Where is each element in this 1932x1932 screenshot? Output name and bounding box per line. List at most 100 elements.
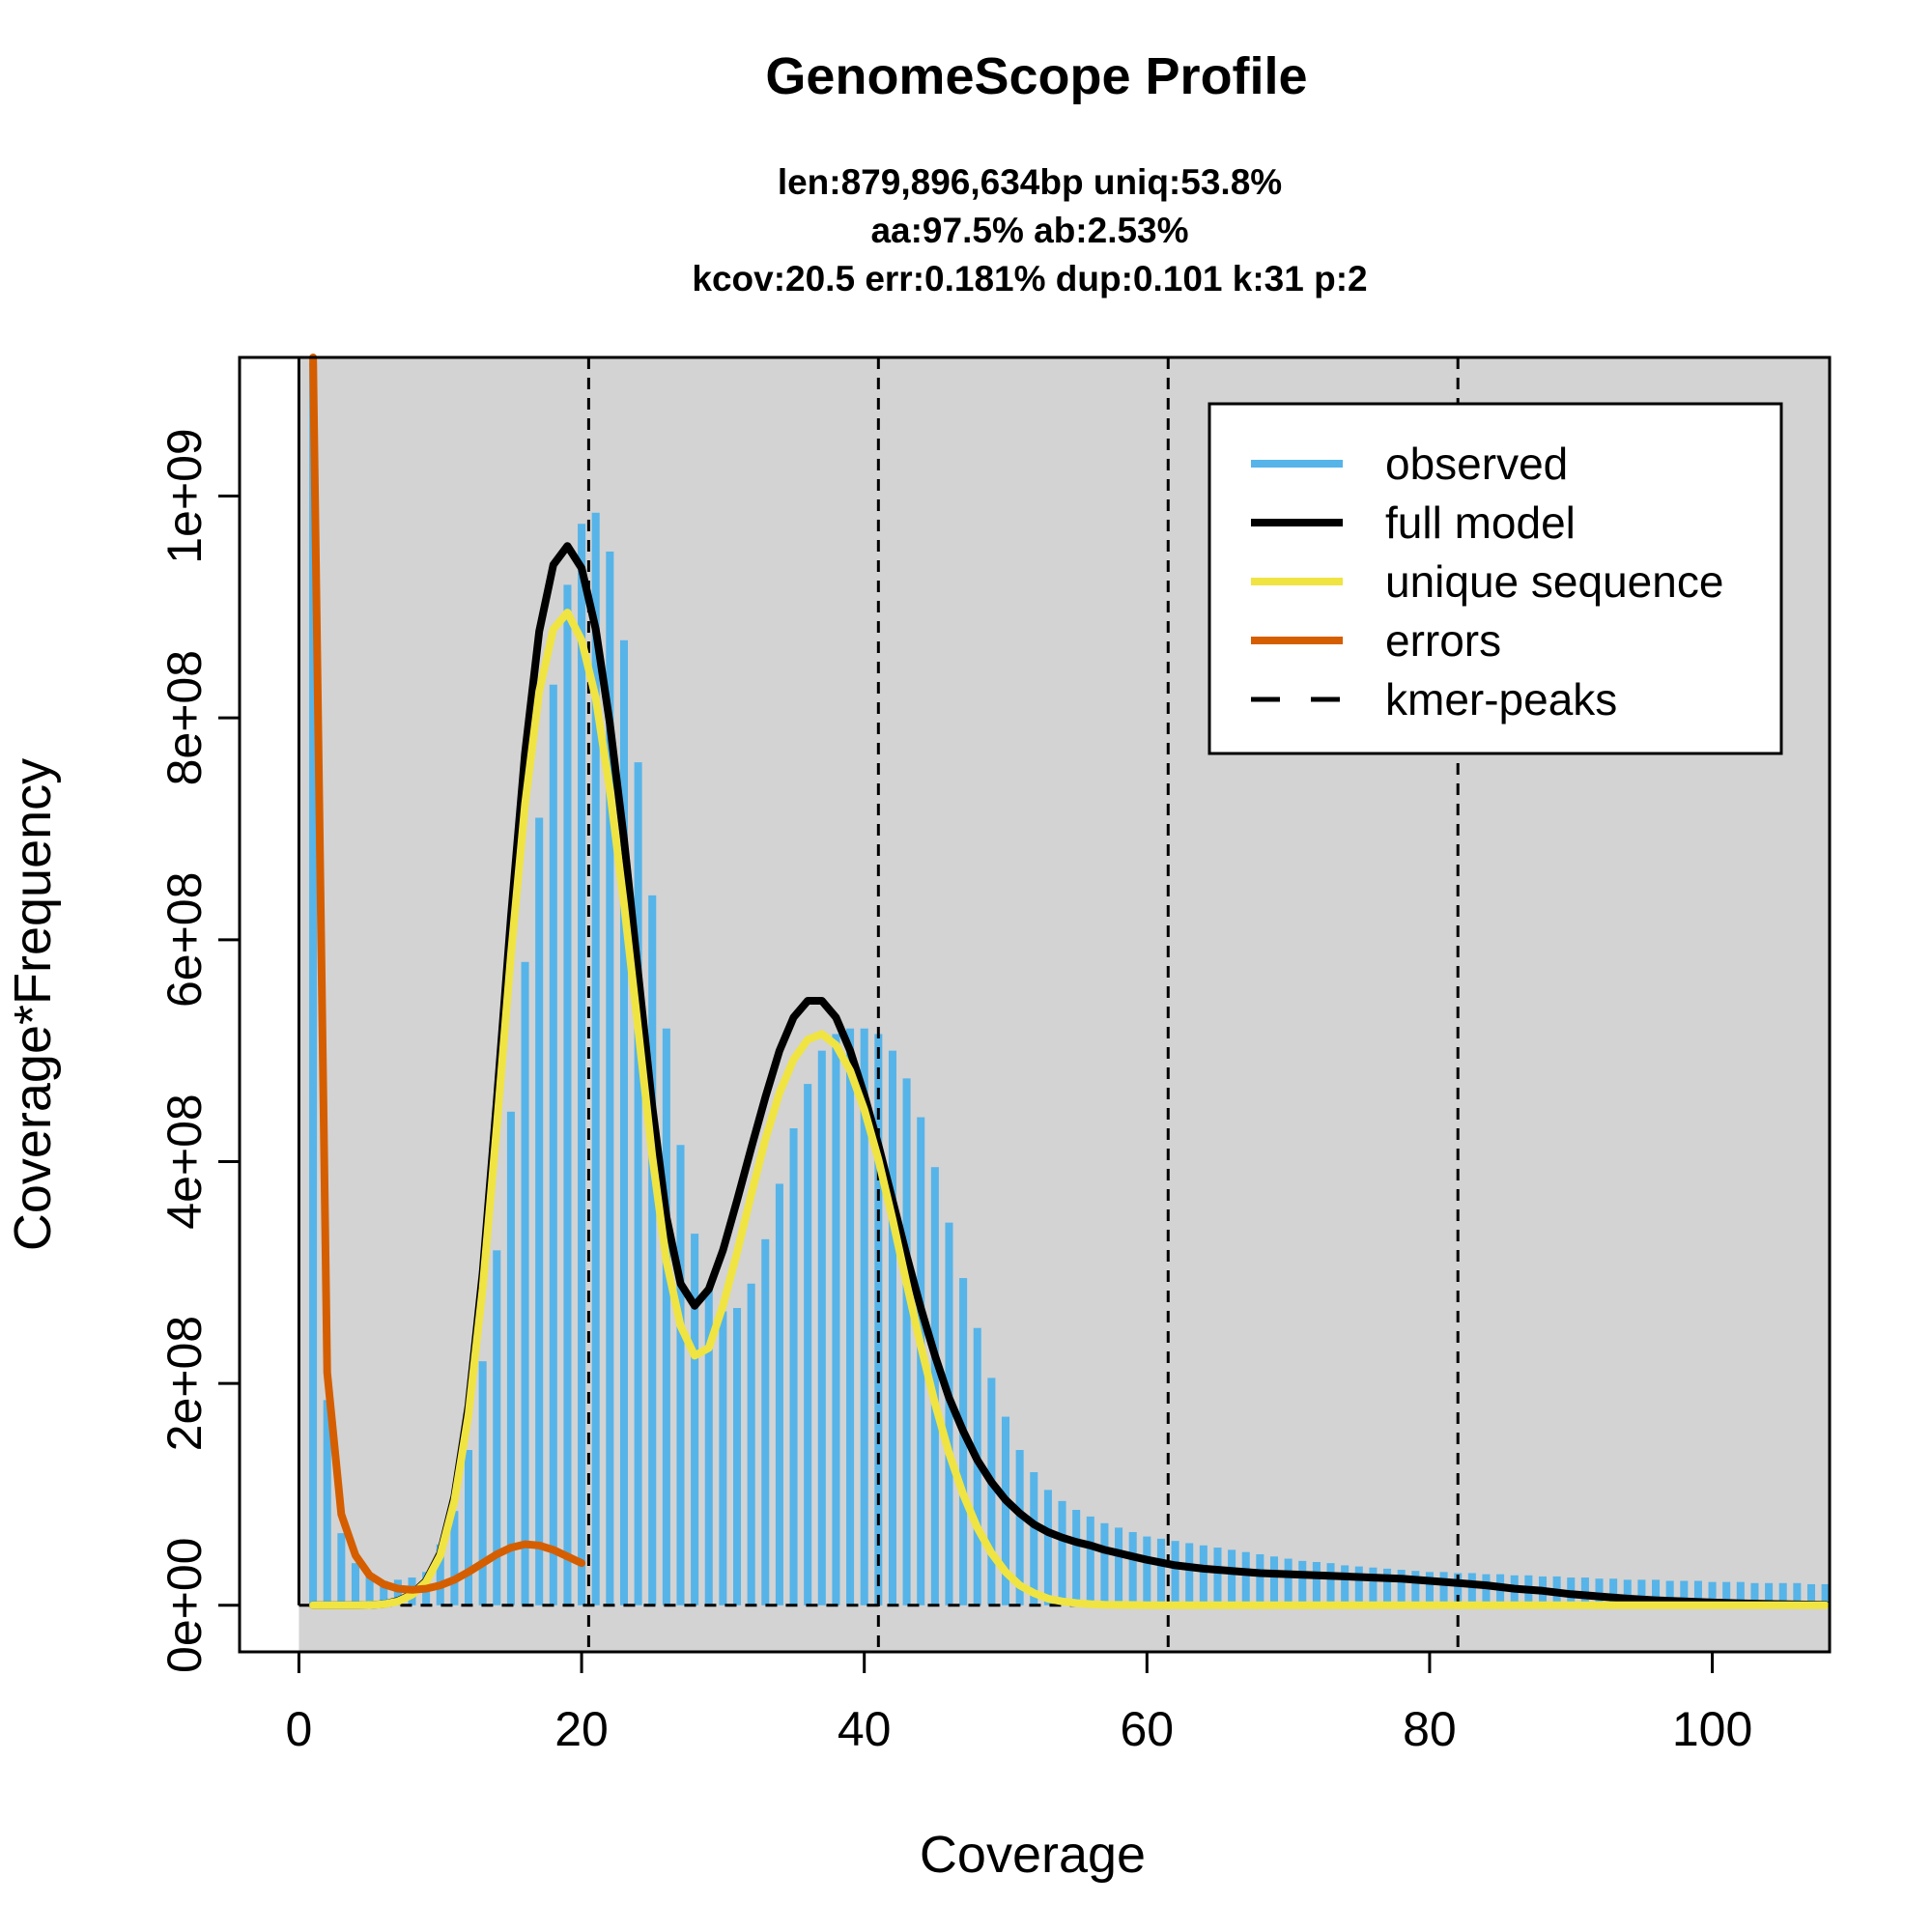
observed-bar	[775, 1183, 783, 1605]
model-curves	[309, 354, 1830, 1609]
observed-bar	[1665, 1580, 1674, 1605]
observed-bar	[1171, 1541, 1179, 1605]
observed-bar	[860, 1028, 868, 1605]
observed-bar	[1806, 1583, 1816, 1605]
observed-bar	[1736, 1581, 1745, 1605]
observed-bar	[351, 1563, 359, 1605]
legend-label: kmer-peaks	[1385, 674, 1617, 724]
observed-bar	[1256, 1553, 1264, 1605]
observed-bar	[1637, 1579, 1646, 1605]
observed-bar	[732, 1308, 742, 1605]
observed-bar	[987, 1378, 996, 1605]
errors-line	[309, 354, 586, 1594]
observed-bar	[337, 1533, 346, 1605]
observed-bar	[521, 961, 529, 1605]
observed-bar	[804, 1084, 812, 1605]
x-tick-label: 60	[1121, 1702, 1175, 1756]
observed-bar	[436, 1544, 444, 1605]
legend: observed full model unique sequence errors k…	[1208, 402, 1783, 755]
observed-bar	[1821, 1583, 1830, 1605]
observed-bar	[648, 895, 657, 1605]
chart-subtitle-line-3: kcov:20.5 err:0.181% dup:0.101 k:31 p:2	[692, 259, 1367, 298]
unique-sequence-line	[309, 609, 1830, 1609]
kmer-peak-lines	[586, 357, 1460, 1652]
observed-bar	[1030, 1471, 1038, 1605]
y-tick-label: 0e+00	[157, 1538, 212, 1673]
observed-bar	[1043, 1490, 1052, 1605]
x-axis: 0 20 40 60 80 100	[286, 1650, 1752, 1756]
observed-bar	[832, 1034, 840, 1605]
observed-bar	[1397, 1570, 1406, 1605]
observed-bar	[450, 1511, 459, 1605]
observed-bar	[676, 1145, 685, 1605]
observed-bar	[535, 817, 544, 1605]
observed-bar	[1693, 1580, 1702, 1605]
chart-subtitle-line-1: len:879,896,634bp uniq:53.8%	[778, 162, 1282, 202]
y-tick-label: 1e+09	[157, 428, 212, 563]
observed-bar	[1001, 1416, 1010, 1605]
observed-bar	[1722, 1581, 1731, 1605]
x-tick-label: 40	[838, 1702, 892, 1756]
observed-bar	[1086, 1516, 1094, 1605]
observed-bar	[1199, 1545, 1208, 1605]
observed-bar	[1750, 1582, 1759, 1605]
observed-bar	[1680, 1580, 1689, 1605]
observed-bar	[1269, 1556, 1279, 1605]
observed-bar	[380, 1580, 388, 1605]
observed-bar	[1609, 1578, 1618, 1605]
observed-bar	[1326, 1563, 1335, 1605]
observed-bar	[1765, 1582, 1774, 1605]
observed-bar	[959, 1278, 968, 1605]
observed-bar	[1341, 1565, 1350, 1605]
observed-bar	[1439, 1572, 1448, 1605]
legend-label: errors	[1385, 615, 1501, 666]
x-tick-label: 100	[1672, 1702, 1752, 1756]
observed-bar	[1100, 1522, 1109, 1605]
observed-bar	[888, 1050, 896, 1605]
observed-bar	[1241, 1551, 1250, 1605]
observed-bar	[1228, 1549, 1236, 1605]
y-tick-label: 4e+08	[157, 1094, 212, 1229]
chart-subtitle-line-2: aa:97.5% ab:2.53%	[870, 211, 1188, 250]
observed-bar	[1708, 1581, 1717, 1605]
observed-bar	[1778, 1582, 1787, 1605]
observed-bar	[1425, 1572, 1434, 1605]
y-axis: 0e+00 2e+08 4e+08 6e+08 8e+08 1e+09	[157, 428, 242, 1673]
observed-bar	[945, 1222, 953, 1605]
observed-bar	[1115, 1527, 1123, 1605]
observed-bar	[591, 512, 600, 1605]
observed-bar	[1143, 1536, 1151, 1605]
observed-bar	[1369, 1567, 1378, 1605]
observed-bar	[1411, 1571, 1420, 1605]
legend-label: observed	[1385, 439, 1568, 489]
legend-label: full model	[1385, 497, 1576, 548]
observed-bar	[1467, 1573, 1476, 1605]
observed-bar	[1185, 1543, 1194, 1605]
observed-bar	[563, 584, 572, 1605]
x-axis-label: Coverage	[920, 1826, 1146, 1884]
observed-bar	[1623, 1579, 1632, 1605]
y-tick-label: 8e+08	[157, 650, 212, 785]
observed-bar	[1213, 1548, 1222, 1605]
observed-bar	[1072, 1510, 1081, 1605]
observed-bar	[493, 1250, 501, 1605]
observed-bar	[1284, 1558, 1293, 1605]
observed-bar	[1793, 1582, 1802, 1605]
observed-bar	[478, 1361, 487, 1605]
observed-bar	[1595, 1578, 1604, 1605]
observed-bar	[1015, 1450, 1024, 1605]
x-tick-label: 0	[286, 1702, 313, 1756]
observed-bar	[1128, 1531, 1137, 1605]
observed-bar	[1580, 1577, 1589, 1605]
observed-bar	[365, 1576, 374, 1605]
y-tick-label: 2e+08	[157, 1316, 212, 1451]
observed-bar	[1312, 1561, 1321, 1605]
observed-bar	[747, 1283, 755, 1605]
observed-bar	[817, 1050, 826, 1605]
observed-bar	[789, 1128, 798, 1605]
observed-bar	[1298, 1560, 1307, 1605]
observed-bar	[1354, 1566, 1363, 1605]
observed-bar	[930, 1167, 939, 1605]
observed-bar	[606, 551, 614, 1605]
observed-bar	[506, 1111, 515, 1605]
